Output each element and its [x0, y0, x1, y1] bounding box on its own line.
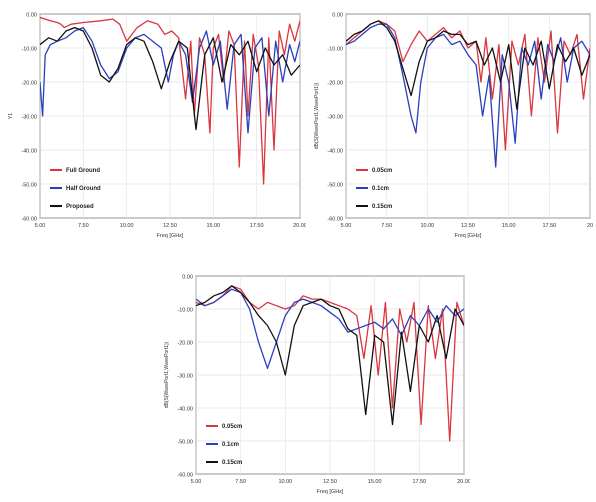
x-tick-label: 7.50 [235, 479, 246, 485]
x-tick-label: 17.50 [412, 479, 426, 485]
legend-label: 0.1cm [222, 442, 239, 448]
x-tick-label: 5.00 [191, 479, 202, 485]
legend-label: Proposed [66, 204, 94, 210]
y-tick-label: -40.00 [327, 149, 343, 155]
x-tick-label: 12.50 [163, 223, 177, 229]
x-tick-label: 17.50 [250, 223, 264, 229]
legend-label: 0.05cm [222, 424, 242, 430]
x-tick-label: 15.00 [368, 479, 382, 485]
y-tick-label: -40.00 [177, 407, 193, 413]
series-line-full-ground [40, 16, 300, 185]
series-line-0-15cm [346, 20, 590, 110]
legend-label: Half Ground [66, 186, 101, 192]
y-tick-label: -60.00 [327, 217, 343, 223]
x-tick-label: 5.00 [35, 223, 46, 229]
y-tick-label: -30.00 [327, 115, 343, 121]
y-tick-label: -10.00 [21, 47, 37, 53]
series-line-proposed [40, 26, 300, 131]
x-axis-label: Freq [GHz] [157, 233, 184, 239]
y-tick-label: -50.00 [177, 440, 193, 446]
y-tick-label: -60.00 [21, 217, 37, 223]
x-tick-label: 20 [587, 223, 593, 229]
x-tick-label: 10.00 [120, 223, 134, 229]
y-tick-label: 0.00 [182, 275, 193, 281]
y-tick-label: -60.00 [177, 473, 193, 479]
legend-label: 0.1cm [372, 186, 389, 192]
x-tick-label: 20.00 [293, 223, 306, 229]
legend-label: 0.15cm [222, 460, 242, 466]
x-tick-label: 20.00 [457, 479, 470, 485]
x-tick-label: 10.00 [278, 479, 292, 485]
y-tick-label: -10.00 [177, 308, 193, 314]
x-tick-label: 7.50 [78, 223, 89, 229]
y-tick-label: -30.00 [177, 374, 193, 380]
series-line-0-05cm [196, 285, 464, 442]
x-tick-label: 12.50 [323, 479, 337, 485]
x-tick-label: 15.00 [502, 223, 516, 229]
x-axis-label: Freq [GHz] [317, 489, 344, 495]
y-tick-label: -20.00 [21, 81, 37, 87]
y-tick-label: -20.00 [177, 341, 193, 347]
legend-label: 0.15cm [372, 204, 392, 210]
chart-2: 0.00 -10.00 -20.00 -30.00 -40.00 -50.00 -60.00… [314, 13, 593, 240]
y-tick-label: -20.00 [327, 81, 343, 87]
x-tick-label: 7.50 [381, 223, 392, 229]
chart-1: 0.00 -10.00 -20.00 -30.00 -40.00 -50.00 -60.00… [8, 13, 306, 240]
x-tick-label: 5.00 [341, 223, 352, 229]
y-axis-label: dB(S(WavePort1,WavePort1)) [314, 82, 320, 149]
y-axis-label: Y1 [8, 113, 14, 119]
y-tick-label: 0.00 [332, 13, 343, 19]
x-tick-label: 17.50 [542, 223, 556, 229]
y-tick-label: -50.00 [327, 183, 343, 189]
x-tick-label: 12.50 [461, 223, 475, 229]
series-line-0-15cm [196, 285, 464, 426]
x-tick-label: 15.00 [206, 223, 220, 229]
legend-label: 0.05cm [372, 168, 392, 174]
y-tick-label: -50.00 [21, 183, 37, 189]
x-tick-label: 10.00 [420, 223, 434, 229]
y-tick-label: -40.00 [21, 149, 37, 155]
y-axis-label: dB(S(WavePort1,WavePort1)) [164, 341, 170, 408]
y-tick-label: -30.00 [21, 115, 37, 121]
y-tick-label: 0.00 [26, 13, 37, 19]
y-tick-label: -10.00 [327, 47, 343, 53]
x-axis-label: Freq [GHz] [455, 233, 482, 239]
legend-label: Full Ground [66, 168, 100, 174]
chart-3: 0.00 -10.00 -20.00 -30.00 -40.00 -50.00 -60.00… [164, 275, 470, 496]
series-line-0-1cm [346, 23, 590, 168]
